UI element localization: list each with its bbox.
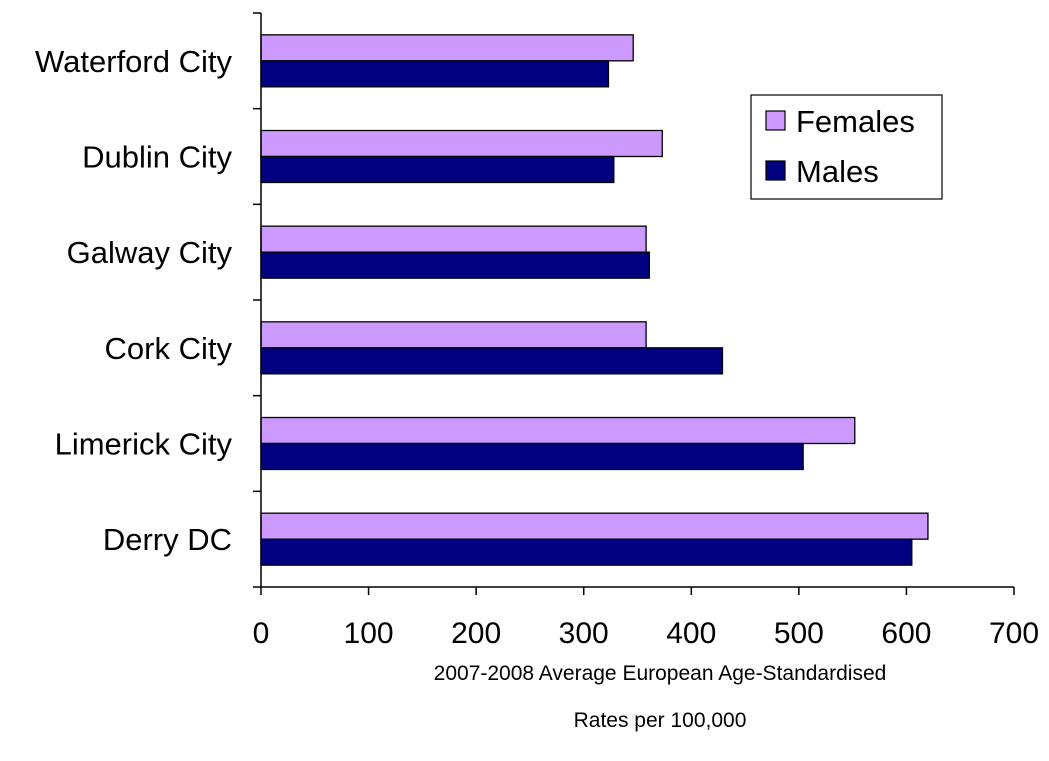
legend: Females Males [750, 94, 943, 200]
category-label-limerick-city: Limerick City [55, 427, 233, 462]
x-tick-label-400: 400 [666, 617, 716, 650]
category-label-cork-city: Cork City [105, 331, 233, 366]
legend-swatch-males [765, 160, 786, 181]
bar-females-dublin-city [260, 129, 663, 158]
bar-females-galway-city [260, 225, 647, 253]
category-label-galway-city: Galway City [67, 235, 233, 270]
x-tick-labels: 0 100 200 300 400 500 600 700 [253, 617, 1039, 650]
bars-layer [260, 34, 929, 566]
bar-females-waterford-city [260, 34, 634, 62]
x-tick-label-200: 200 [451, 617, 501, 650]
bar-males-cork-city [260, 347, 724, 375]
bar-females-limerick-city [260, 416, 856, 445]
legend-label-females: Females [796, 104, 915, 139]
category-label-waterford-city: Waterford City [35, 44, 232, 79]
x-axis-label-line-2: Rates per 100,000 [574, 709, 747, 732]
legend-label-males: Males [796, 154, 879, 189]
x-tick-label-700: 700 [989, 617, 1039, 650]
x-tick-label-100: 100 [344, 617, 394, 650]
bar-males-limerick-city [260, 442, 804, 471]
x-axis-label-line-1: 2007-2008 Average European Age-Standardi… [434, 662, 887, 685]
x-tick-label-600: 600 [881, 617, 931, 650]
bar-females-cork-city [260, 321, 647, 349]
x-tick-label-500: 500 [774, 617, 824, 650]
category-label-derry-dc: Derry DC [103, 522, 232, 557]
category-label-dublin-city: Dublin City [82, 140, 232, 175]
bar-males-derry-dc [260, 538, 913, 566]
bar-males-galway-city [260, 251, 650, 279]
bar-females-derry-dc [260, 512, 929, 540]
x-tick-label-300: 300 [559, 617, 609, 650]
bar-males-waterford-city [260, 60, 610, 88]
category-labels: Waterford City Dublin City Galway City Cork… [35, 44, 232, 557]
x-tick-label-0: 0 [253, 617, 270, 650]
bar-males-dublin-city [260, 155, 615, 184]
axes-layer [253, 12, 1015, 595]
legend-swatch-females [765, 110, 786, 131]
